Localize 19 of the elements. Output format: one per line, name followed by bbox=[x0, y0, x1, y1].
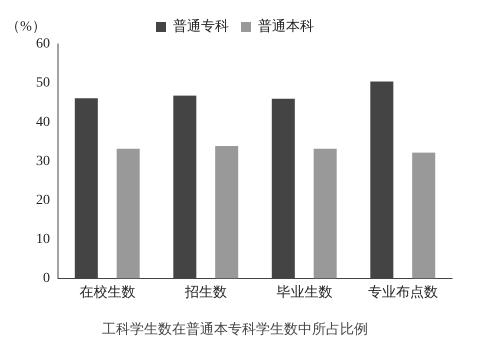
bar bbox=[412, 152, 436, 278]
y-tick-label: 60 bbox=[36, 36, 50, 52]
bar bbox=[314, 148, 337, 278]
x-tick-label: 在校生数 bbox=[79, 284, 136, 300]
legend-label: 普通本科 bbox=[258, 18, 314, 35]
bar bbox=[116, 148, 140, 278]
y-tick-label: 20 bbox=[36, 192, 50, 208]
x-tick-label: 毕业生数 bbox=[276, 284, 332, 300]
text: 工科学生数在普通本专科学生数中所占比例 bbox=[102, 320, 368, 338]
bar bbox=[215, 146, 238, 278]
legend-label: 普通专科 bbox=[173, 18, 229, 35]
y-tick-label: 30 bbox=[36, 154, 50, 169]
y-axis-title: （%） bbox=[6, 20, 46, 35]
x-tick-label: 专业布点数 bbox=[368, 284, 438, 300]
y-tick-label: 0 bbox=[43, 271, 50, 286]
y-tick-label: 10 bbox=[36, 232, 50, 248]
y-tick-label: 40 bbox=[36, 114, 50, 130]
x-tick-label: 招生数 bbox=[184, 284, 227, 300]
y-tick-label: 50 bbox=[36, 76, 50, 91]
